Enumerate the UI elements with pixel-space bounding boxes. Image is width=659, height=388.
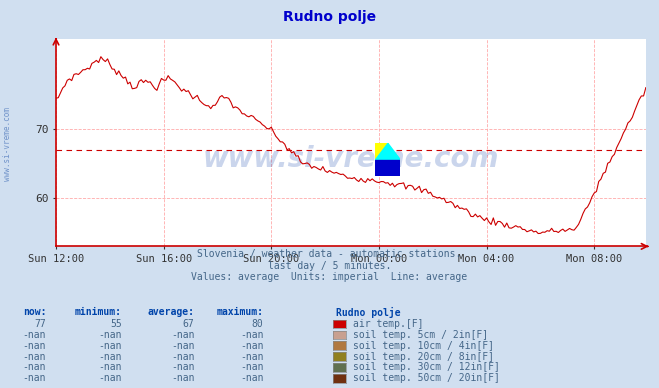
Text: soil temp. 5cm / 2in[F]: soil temp. 5cm / 2in[F] — [353, 330, 488, 340]
Text: maximum:: maximum: — [217, 307, 264, 317]
Text: Rudno polje: Rudno polje — [336, 307, 401, 318]
Text: -nan: -nan — [98, 373, 122, 383]
Text: -nan: -nan — [171, 352, 194, 362]
Text: Values: average  Units: imperial  Line: average: Values: average Units: imperial Line: av… — [191, 272, 468, 282]
Text: 55: 55 — [110, 319, 122, 329]
Text: -nan: -nan — [98, 341, 122, 351]
Polygon shape — [376, 160, 401, 177]
Text: -nan: -nan — [171, 330, 194, 340]
Text: soil temp. 30cm / 12in[F]: soil temp. 30cm / 12in[F] — [353, 362, 500, 372]
Text: average:: average: — [148, 307, 194, 317]
Text: -nan: -nan — [22, 362, 46, 372]
Text: last day / 5 minutes.: last day / 5 minutes. — [268, 261, 391, 271]
Text: air temp.[F]: air temp.[F] — [353, 319, 423, 329]
Text: minimum:: minimum: — [75, 307, 122, 317]
Text: 67: 67 — [183, 319, 194, 329]
Text: 77: 77 — [34, 319, 46, 329]
Text: 80: 80 — [252, 319, 264, 329]
Text: -nan: -nan — [98, 352, 122, 362]
Polygon shape — [376, 144, 401, 160]
Text: -nan: -nan — [240, 362, 264, 372]
Polygon shape — [376, 144, 388, 160]
Text: Rudno polje: Rudno polje — [283, 10, 376, 24]
Text: -nan: -nan — [22, 373, 46, 383]
Text: -nan: -nan — [98, 330, 122, 340]
Text: soil temp. 20cm / 8in[F]: soil temp. 20cm / 8in[F] — [353, 352, 494, 362]
Text: -nan: -nan — [171, 373, 194, 383]
Text: www.si-vreme.com: www.si-vreme.com — [203, 145, 499, 173]
Text: soil temp. 50cm / 20in[F]: soil temp. 50cm / 20in[F] — [353, 373, 500, 383]
Text: -nan: -nan — [240, 373, 264, 383]
Text: -nan: -nan — [22, 330, 46, 340]
Text: soil temp. 10cm / 4in[F]: soil temp. 10cm / 4in[F] — [353, 341, 494, 351]
Text: now:: now: — [22, 307, 46, 317]
Text: -nan: -nan — [171, 362, 194, 372]
Text: -nan: -nan — [171, 341, 194, 351]
Text: Slovenia / weather data - automatic stations.: Slovenia / weather data - automatic stat… — [197, 249, 462, 259]
Text: -nan: -nan — [240, 341, 264, 351]
Text: -nan: -nan — [98, 362, 122, 372]
Text: -nan: -nan — [240, 330, 264, 340]
Text: -nan: -nan — [22, 341, 46, 351]
Text: -nan: -nan — [240, 352, 264, 362]
Text: www.si-vreme.com: www.si-vreme.com — [3, 107, 13, 180]
Text: -nan: -nan — [22, 352, 46, 362]
